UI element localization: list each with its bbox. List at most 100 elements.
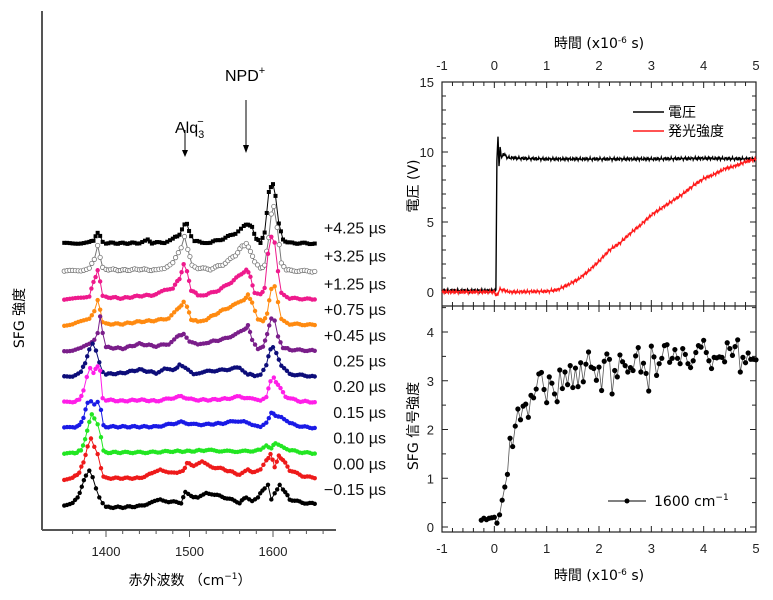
spectrum-point xyxy=(230,232,235,237)
spectrum-point xyxy=(75,495,80,500)
spectrum-point xyxy=(97,368,103,373)
spectrum-trace xyxy=(62,399,317,431)
spectrum-point xyxy=(276,357,282,362)
left-x-axis-title-end: ） xyxy=(238,573,252,589)
trace-labels: +4.25 µs +3.25 µs +1.25 µs +0.75 µs +0.45 µs… xyxy=(324,221,386,499)
spectrum-point xyxy=(312,400,317,405)
spectrum-point xyxy=(268,379,273,384)
sfg-time-point xyxy=(646,388,652,394)
spectrum-point xyxy=(266,455,271,461)
upper-y-tick-label: 15 xyxy=(420,75,434,90)
top-x-axis-title-end: s) xyxy=(627,36,644,52)
spectrum-point xyxy=(89,239,94,244)
sfg-time-point xyxy=(690,358,696,364)
spectrum-point xyxy=(290,240,295,245)
spectrum-point xyxy=(95,297,100,303)
left-x-axis-title-sup: −1 xyxy=(224,572,237,582)
spectrum-point xyxy=(172,255,179,261)
spectrum-point xyxy=(260,289,265,295)
spectrum-point xyxy=(173,234,178,239)
spectrum-point xyxy=(278,385,283,391)
spectrum-point xyxy=(302,240,307,245)
spectrum-point xyxy=(262,316,268,321)
sfg-time-point xyxy=(708,365,715,372)
spectrum-point xyxy=(79,484,84,489)
spectrum-point xyxy=(175,250,181,256)
spectrum-point xyxy=(254,236,259,241)
spectrum-point xyxy=(200,240,205,245)
spectrum-point xyxy=(300,240,305,245)
spectrum-point xyxy=(186,278,192,284)
trace-label: 0.15 µs xyxy=(333,405,386,422)
lower-y-axis-title: SFG 信号強度 xyxy=(406,382,422,470)
spectrum-point xyxy=(236,229,241,234)
spectrum-point xyxy=(170,236,175,241)
sfg-time-line xyxy=(481,338,757,525)
spectrum-point xyxy=(81,415,86,421)
spectrum-point xyxy=(179,303,184,308)
spectrum-point xyxy=(80,364,86,369)
spectrum-point xyxy=(262,262,268,268)
x-tick-label: 1600 xyxy=(259,544,288,559)
sfg-time-point xyxy=(530,395,537,401)
spectrum-point xyxy=(250,283,255,288)
spectrum-point xyxy=(262,285,267,291)
spectrum-point xyxy=(125,241,130,246)
sfg-time-point xyxy=(674,355,681,361)
spectrum-point xyxy=(274,224,280,231)
sfg-time-point xyxy=(617,352,623,358)
npd-label-sup: + xyxy=(259,65,265,77)
spectrum-point xyxy=(79,464,84,469)
spectrum-point xyxy=(81,241,86,246)
sfg-time-point xyxy=(544,400,550,406)
spectrum-point xyxy=(166,316,171,321)
sfg-time-point xyxy=(541,386,547,393)
spectrum-point xyxy=(312,241,317,246)
spectrum-point xyxy=(184,221,189,226)
spectrum-point xyxy=(307,242,312,247)
spectrum-point xyxy=(258,467,263,472)
spectrum-point xyxy=(89,286,94,291)
spectrum-point xyxy=(312,348,317,353)
spectrum-trace xyxy=(62,436,317,483)
spectrum-point xyxy=(65,240,70,245)
spectrum-point xyxy=(225,233,230,238)
spectrum-point xyxy=(278,229,283,234)
spectrum-point xyxy=(220,237,225,242)
spectrum-point xyxy=(147,239,152,244)
spectrum-point xyxy=(157,240,162,245)
sfg-time-point xyxy=(648,343,654,349)
spectrum-point xyxy=(175,234,180,239)
spectrum-point xyxy=(135,241,140,246)
spectrum-point xyxy=(285,240,290,245)
spectrum-point xyxy=(91,256,97,262)
sfg-time-point xyxy=(525,414,531,420)
spectrum-point xyxy=(312,425,317,431)
spectrum-point xyxy=(92,402,97,407)
spectrum-point xyxy=(98,465,104,471)
legend-sfg-marker xyxy=(624,498,630,504)
spectrum-point xyxy=(95,451,100,457)
spectrum-point xyxy=(280,390,286,395)
spectrum-point xyxy=(266,189,271,194)
spectrum-point xyxy=(260,344,266,349)
spectrum-point xyxy=(261,367,266,373)
sfg-time-point xyxy=(685,361,691,367)
sfg-time-point xyxy=(557,367,563,373)
voltage-emission-series xyxy=(441,136,757,297)
spectrum-trace xyxy=(62,468,317,511)
spectrum-point xyxy=(274,459,279,464)
spectrum-trace xyxy=(62,284,317,328)
sfg-time-point xyxy=(562,369,568,375)
spectrum-point xyxy=(81,460,86,465)
spectrum-point xyxy=(67,241,72,246)
spectrum-point xyxy=(264,311,270,316)
bottom-x-axis-title-main: 時間 (x10 xyxy=(554,568,618,584)
sfg-time-point xyxy=(737,369,743,375)
spectrum-point xyxy=(83,452,88,458)
npd-label-main: NPD xyxy=(225,68,259,85)
spectrum-point xyxy=(233,231,238,236)
spectrum-point xyxy=(275,299,281,305)
spectrum-point xyxy=(283,460,288,465)
